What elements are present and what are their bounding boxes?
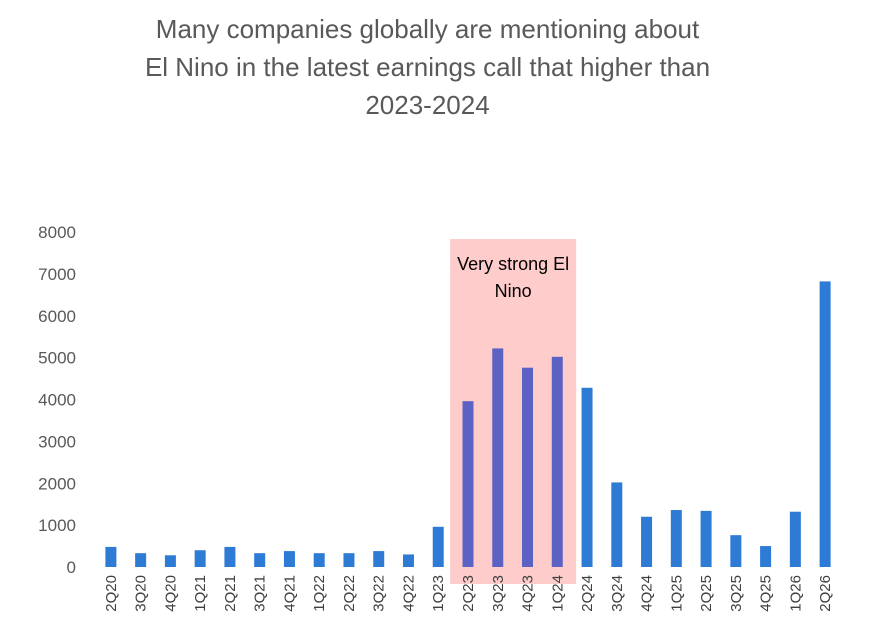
highlight-label-line: Nino <box>495 281 532 301</box>
bar-4Q23 <box>522 367 534 567</box>
bar-4Q20 <box>164 555 176 567</box>
y-tick-label: 7000 <box>38 265 76 284</box>
y-tick-label: 3000 <box>38 432 76 451</box>
y-tick-label: 5000 <box>38 349 76 368</box>
bar-2Q26 <box>819 281 831 567</box>
bar-1Q24 <box>551 356 563 567</box>
x-axis: 2Q20 3Q20 4Q20 1Q21 2Q21 3Q21 4Q21 1Q22 2Q22 3Q22… <box>103 575 834 612</box>
bars <box>105 281 831 567</box>
chart-title-line-2: El Nino in the latest earnings call that… <box>144 52 711 82</box>
x-tick-label: 4Q20 <box>162 575 179 612</box>
x-tick-label: 2Q24 <box>579 575 596 612</box>
annotation: Very strong El Nino <box>457 254 569 301</box>
x-tick-label: 4Q24 <box>639 575 656 612</box>
bar-3Q22 <box>373 551 385 567</box>
x-tick-label: 4Q21 <box>281 575 298 612</box>
x-tick-label: 2Q20 <box>103 575 120 612</box>
bar-4Q21 <box>283 551 295 567</box>
bar-3Q21 <box>254 553 266 567</box>
x-tick-label: 3Q24 <box>609 575 626 612</box>
y-tick-label: 2000 <box>38 474 76 493</box>
x-tick-label: 1Q22 <box>311 575 328 612</box>
y-tick-label: 8000 <box>38 223 76 242</box>
y-tick-label: 4000 <box>38 391 76 410</box>
x-tick-label: 2Q26 <box>817 575 834 612</box>
bar-3Q23 <box>492 348 504 567</box>
x-tick-label: 3Q20 <box>133 575 150 612</box>
chart-title-line-3: 2023-2024 <box>365 90 490 120</box>
y-tick-label: 6000 <box>38 307 76 326</box>
highlight-label-line: Very strong El <box>457 254 569 274</box>
bar-2Q25 <box>700 510 712 567</box>
bar-1Q21 <box>194 550 206 567</box>
x-tick-label: 4Q23 <box>520 575 537 612</box>
x-tick-label: 2Q22 <box>341 575 358 612</box>
bar-3Q25 <box>730 535 742 567</box>
bar-1Q22 <box>313 553 325 567</box>
bar-2Q23 <box>462 401 474 567</box>
x-tick-label: 1Q21 <box>192 575 209 612</box>
x-tick-label: 1Q23 <box>430 575 447 612</box>
chart-title: Many companies globally are mentioning a… <box>60 10 795 124</box>
x-tick-label: 4Q25 <box>758 575 775 612</box>
x-tick-label: 4Q22 <box>400 575 417 612</box>
bar-1Q26 <box>789 511 801 567</box>
x-tick-label: 3Q25 <box>728 575 745 612</box>
chart-title-line-1: Many companies globally are mentioning a… <box>155 14 700 44</box>
x-tick-label: 2Q23 <box>460 575 477 612</box>
x-tick-label: 2Q21 <box>222 575 239 612</box>
x-tick-label: 2Q25 <box>698 575 715 612</box>
bar-3Q20 <box>135 553 147 567</box>
x-tick-label: 1Q25 <box>668 575 685 612</box>
bar-4Q24 <box>641 516 653 567</box>
x-tick-label: 3Q22 <box>371 575 388 612</box>
y-tick-label: 1000 <box>38 516 76 535</box>
x-tick-label: 1Q26 <box>787 575 804 612</box>
bar-2Q20 <box>105 546 117 567</box>
x-tick-label: 3Q23 <box>490 575 507 612</box>
bar-2Q22 <box>343 553 355 567</box>
bar-2Q21 <box>224 546 236 567</box>
bar-2Q24 <box>581 387 593 567</box>
bar-4Q22 <box>402 554 414 567</box>
x-tick-label: 3Q21 <box>252 575 269 612</box>
bar-1Q25 <box>670 510 682 567</box>
y-axis: 0 1000 2000 3000 4000 5000 6000 7000 8000 <box>38 223 76 577</box>
x-tick-label: 1Q24 <box>549 575 566 612</box>
bar-1Q23 <box>432 526 444 567</box>
bar-3Q24 <box>611 482 623 567</box>
bar-4Q25 <box>760 546 772 567</box>
y-tick-label: 0 <box>67 558 76 577</box>
